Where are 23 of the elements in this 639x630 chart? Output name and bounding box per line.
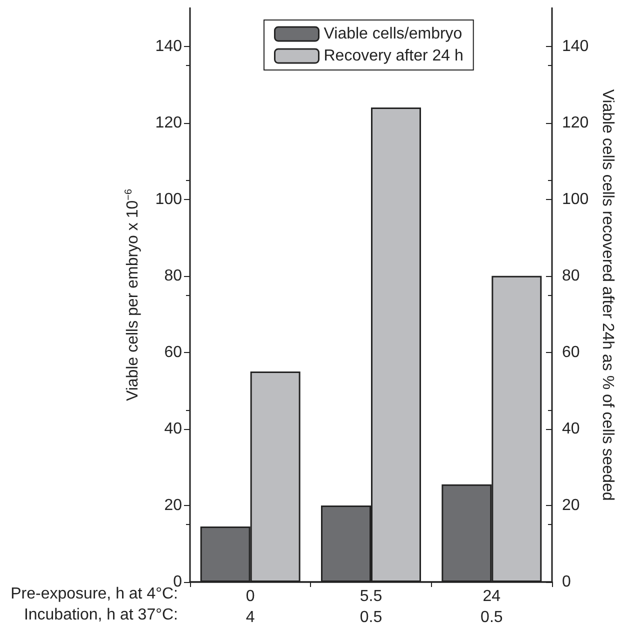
y2-axis-title: Viable cells cells recovered after 24h as % of cells seeded (599, 89, 616, 501)
y2-tick-label: 100 (562, 190, 589, 208)
legend-label: Viable cells/embryo (324, 26, 462, 42)
y2-tick-label: 120 (562, 114, 589, 132)
legend-label: Recovery after 24 h (324, 48, 464, 64)
y2-tick-label: 20 (562, 496, 580, 514)
y2-tick-label: 60 (562, 344, 580, 361)
x-tick-label: 0 4 (246, 588, 255, 626)
y2-tick-label: 80 (562, 267, 580, 284)
y-tick-label: 100 (155, 190, 182, 208)
x-tick-label: 5.5 0.5 (360, 588, 382, 626)
text: Incubation, h at 37°C: (24, 606, 178, 624)
y-tick-label: 120 (155, 114, 182, 132)
y2-tick-label: 40 (562, 420, 580, 438)
y-tick-label: 40 (164, 420, 182, 438)
y2-tick-label: 140 (562, 38, 589, 55)
y2-tick-label: 0 (562, 574, 571, 590)
y-tick-label: 140 (155, 38, 182, 55)
y-axis-title: Viable cells per embryo x 10−6 (124, 188, 142, 402)
y-tick-label: 20 (164, 496, 182, 514)
x-tick-label: 24 0.5 (480, 588, 503, 626)
y-tick-label: 80 (164, 267, 182, 284)
y-tick-label: 60 (164, 344, 182, 361)
